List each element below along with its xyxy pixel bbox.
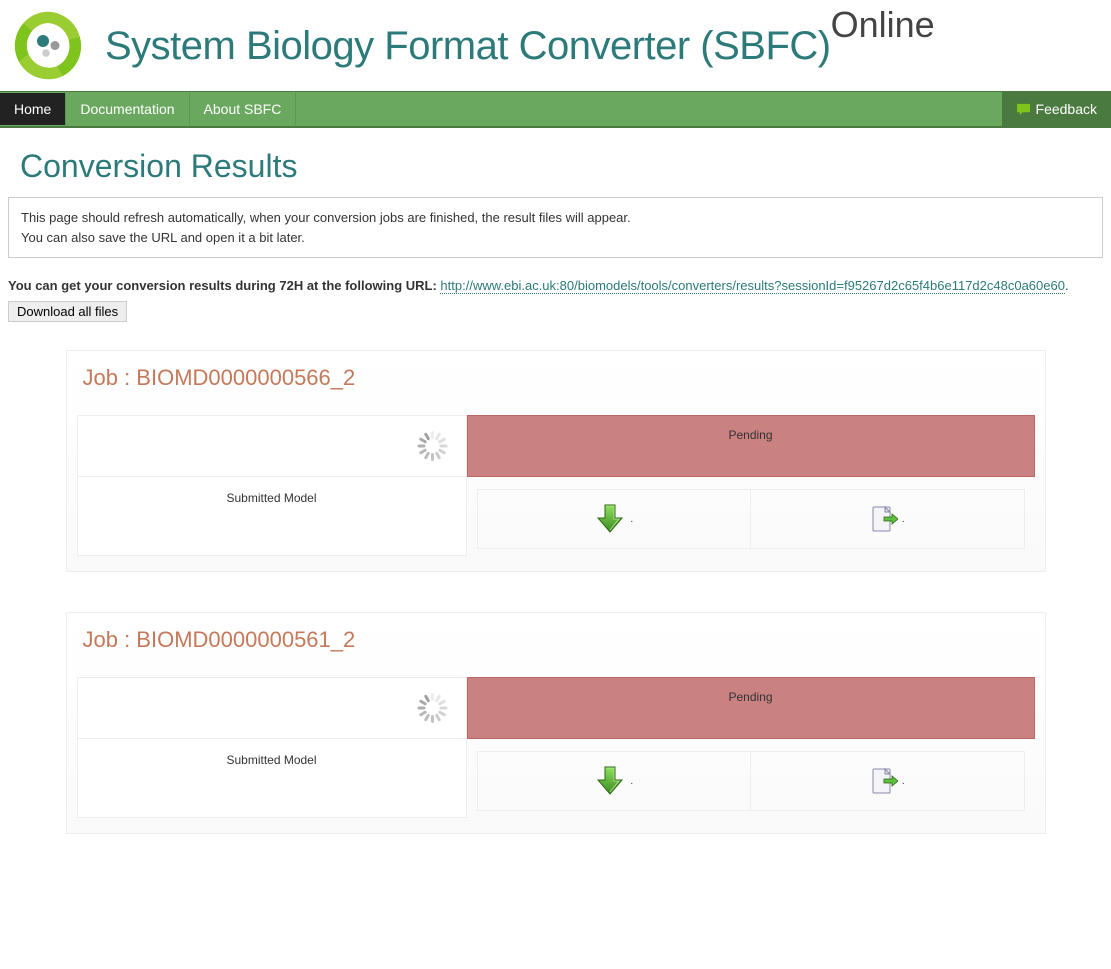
- download-arrow-icon: [594, 764, 626, 798]
- export-file-button[interactable]: .: [751, 490, 1024, 548]
- nav-item-about-sbfc[interactable]: About SBFC: [190, 93, 297, 125]
- status-text: Pending: [468, 678, 1034, 704]
- app-subtitle: Online: [831, 4, 935, 46]
- job-table: Pending Submitted Model .: [77, 677, 1035, 823]
- job-block: Job : BIOMD0000000566_2 Pending Subm: [66, 350, 1046, 572]
- submitted-model-label: Submitted Model: [77, 477, 467, 556]
- feedback-label: Feedback: [1036, 101, 1097, 117]
- logo-block: System Biology Format Converter (SBFC): [10, 8, 831, 83]
- sbfc-logo-icon: [10, 8, 85, 83]
- main-nav: HomeDocumentationAbout SBFC Feedback: [0, 91, 1111, 128]
- download-all-button[interactable]: Download all files: [8, 301, 127, 322]
- job-header: Job : BIOMD0000000561_2: [67, 613, 1045, 667]
- download-file-button[interactable]: .: [478, 752, 752, 810]
- speech-bubble-icon: [1016, 103, 1031, 116]
- page-header: System Biology Format Converter (SBFC) O…: [0, 0, 1111, 91]
- spinner-cell: [77, 677, 467, 739]
- loading-spinner-icon: [418, 431, 448, 461]
- spinner-cell: [77, 415, 467, 477]
- actions-cell: . .: [467, 477, 1035, 561]
- submitted-model-label: Submitted Model: [77, 739, 467, 818]
- job-title: Job : BIOMD0000000566_2: [83, 365, 1029, 391]
- results-url-line: You can get your conversion results duri…: [8, 278, 1103, 293]
- job-table: Pending Submitted Model .: [77, 415, 1035, 561]
- status-cell: Pending: [467, 677, 1035, 739]
- job-title: Job : BIOMD0000000561_2: [83, 627, 1029, 653]
- export-file-icon: [870, 767, 898, 795]
- download-file-button[interactable]: .: [478, 490, 752, 548]
- app-title: System Biology Format Converter (SBFC): [105, 22, 831, 70]
- status-cell: Pending: [467, 415, 1035, 477]
- download-arrow-icon: [594, 502, 626, 536]
- loading-spinner-icon: [418, 693, 448, 723]
- url-prefix: You can get your conversion results duri…: [8, 278, 440, 293]
- status-text: Pending: [468, 416, 1034, 442]
- feedback-button[interactable]: Feedback: [1002, 92, 1111, 126]
- info-line-2: You can also save the URL and open it a …: [21, 228, 1090, 248]
- page-title: Conversion Results: [20, 148, 1103, 185]
- nav-item-documentation[interactable]: Documentation: [66, 93, 189, 125]
- url-suffix: .: [1065, 278, 1069, 293]
- export-file-icon: [870, 505, 898, 533]
- job-body: Pending Submitted Model .: [67, 667, 1045, 833]
- export-file-button[interactable]: .: [751, 752, 1024, 810]
- info-line-1: This page should refresh automatically, …: [21, 208, 1090, 228]
- info-box: This page should refresh automatically, …: [8, 197, 1103, 258]
- nav-item-home[interactable]: Home: [0, 93, 66, 125]
- main-content: Conversion Results This page should refr…: [0, 128, 1111, 888]
- job-header: Job : BIOMD0000000566_2: [67, 351, 1045, 405]
- job-body: Pending Submitted Model .: [67, 405, 1045, 571]
- results-url-link[interactable]: http://www.ebi.ac.uk:80/biomodels/tools/…: [440, 278, 1065, 294]
- job-block: Job : BIOMD0000000561_2 Pending Subm: [66, 612, 1046, 834]
- actions-cell: . .: [467, 739, 1035, 823]
